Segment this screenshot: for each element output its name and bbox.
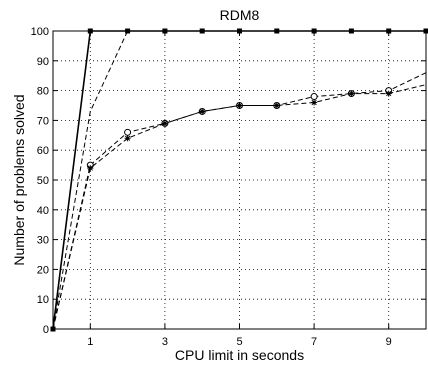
y-tick-label: 80 — [37, 86, 49, 98]
series-4-point — [311, 99, 318, 106]
series-4-point — [385, 90, 392, 97]
y-tick-label: 20 — [37, 264, 49, 276]
y-tick-label: 100 — [31, 26, 49, 38]
series-3-line — [52, 72, 427, 330]
series-4-point — [161, 120, 168, 127]
y-tick-label: 70 — [37, 115, 49, 127]
axis-ticks: 0 10 20 30 40 50 60 70 80 90 100 1 3 5 7 9 — [31, 26, 426, 348]
x-axis-title: CPU limit in seconds — [175, 347, 304, 363]
x-tick-label: 5 — [236, 336, 242, 348]
y-tick-label: 90 — [37, 56, 49, 68]
grid — [53, 31, 426, 329]
x-tick-label: 3 — [162, 336, 168, 348]
y-tick-label: 0 — [43, 324, 49, 336]
y-tick-label: 30 — [37, 235, 49, 247]
y-axis-title: Number of problems solved — [11, 94, 27, 265]
series-4-point — [236, 102, 243, 109]
series-3-point — [310, 93, 318, 101]
series-3-point — [124, 128, 132, 136]
series-4-point — [273, 102, 280, 109]
chart-title: RDM8 — [220, 7, 260, 23]
y-tick-label: 40 — [37, 205, 49, 217]
series-4-point — [199, 108, 206, 115]
series-4-point — [124, 135, 131, 142]
series-4 — [52, 84, 427, 330]
x-tick-label: 9 — [386, 336, 392, 348]
y-tick-label: 60 — [37, 145, 49, 157]
series-4-point — [348, 90, 355, 97]
x-tick-label: 1 — [87, 336, 93, 348]
y-tick-label: 50 — [37, 175, 49, 187]
series-4-point — [87, 165, 94, 172]
y-tick-label: 10 — [37, 294, 49, 306]
x-tick-label: 7 — [311, 336, 317, 348]
